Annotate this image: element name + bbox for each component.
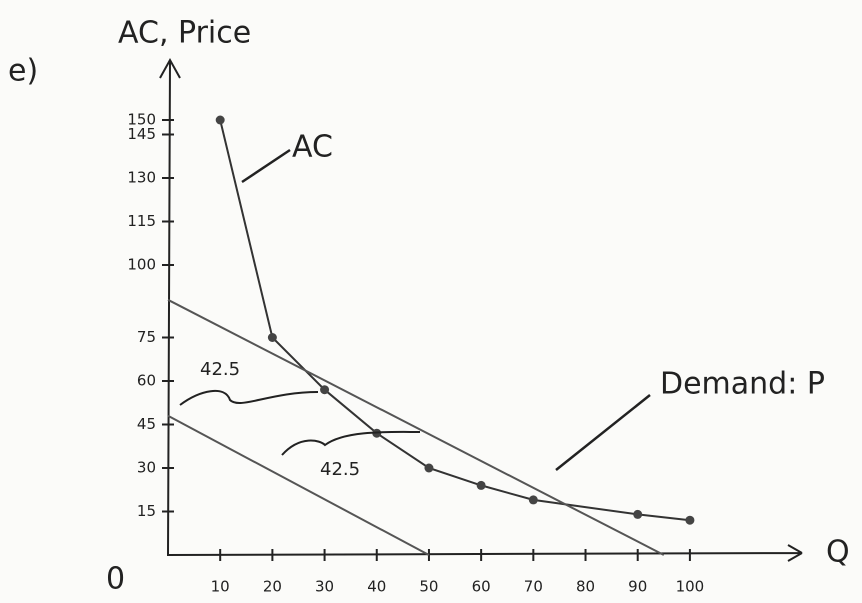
point <box>216 116 225 125</box>
x-axis-label: Q <box>826 535 850 570</box>
y-tick-label: 115 <box>127 212 156 230</box>
x-tick-label: 80 <box>576 578 595 596</box>
y-tick-label: 30 <box>137 459 156 477</box>
chart: e) AC, Price Q 0 15304560751001151301451… <box>0 0 862 603</box>
point <box>424 464 433 473</box>
part-label: e) <box>8 54 38 89</box>
point <box>633 510 642 519</box>
series-label: Demand: P <box>660 367 825 402</box>
arrow <box>242 150 290 182</box>
annotation-stroke <box>282 432 420 455</box>
series-line <box>168 300 664 555</box>
point <box>268 333 277 342</box>
x-tick-label: 20 <box>263 578 282 596</box>
y-axis-label: AC, Price <box>118 16 251 51</box>
point <box>477 481 486 490</box>
x-tick-label: 90 <box>628 578 647 596</box>
annotation-stroke <box>180 391 318 405</box>
origin-label: 0 <box>106 562 125 597</box>
y-tick-label: 15 <box>137 502 156 520</box>
x-tick-label: 40 <box>367 578 386 596</box>
annotation: 42.5 <box>200 359 240 380</box>
y-tick-label: 130 <box>127 169 156 187</box>
series-line <box>168 416 429 555</box>
y-tick-label: 100 <box>127 256 156 274</box>
series-line <box>220 120 690 520</box>
series-label: AC <box>292 130 333 165</box>
y-tick-label: 45 <box>137 415 156 433</box>
x-tick-label: 70 <box>524 578 543 596</box>
y-tick-label: 75 <box>137 328 156 346</box>
x-tick-label: 60 <box>472 578 491 596</box>
annotation: 42.5 <box>320 459 360 480</box>
point <box>529 495 538 504</box>
x-tick-label: 50 <box>419 578 438 596</box>
y-tick-label: 60 <box>137 372 156 390</box>
x-tick-label: 10 <box>211 578 230 596</box>
point <box>320 385 329 394</box>
x-tick-label: 100 <box>676 578 705 596</box>
arrow <box>556 395 650 470</box>
point <box>685 516 694 525</box>
x-tick-label: 30 <box>315 578 334 596</box>
y-tick-label: 150 <box>127 111 156 129</box>
page: {"chart_data": {"type": "line", "label":… <box>0 0 862 603</box>
